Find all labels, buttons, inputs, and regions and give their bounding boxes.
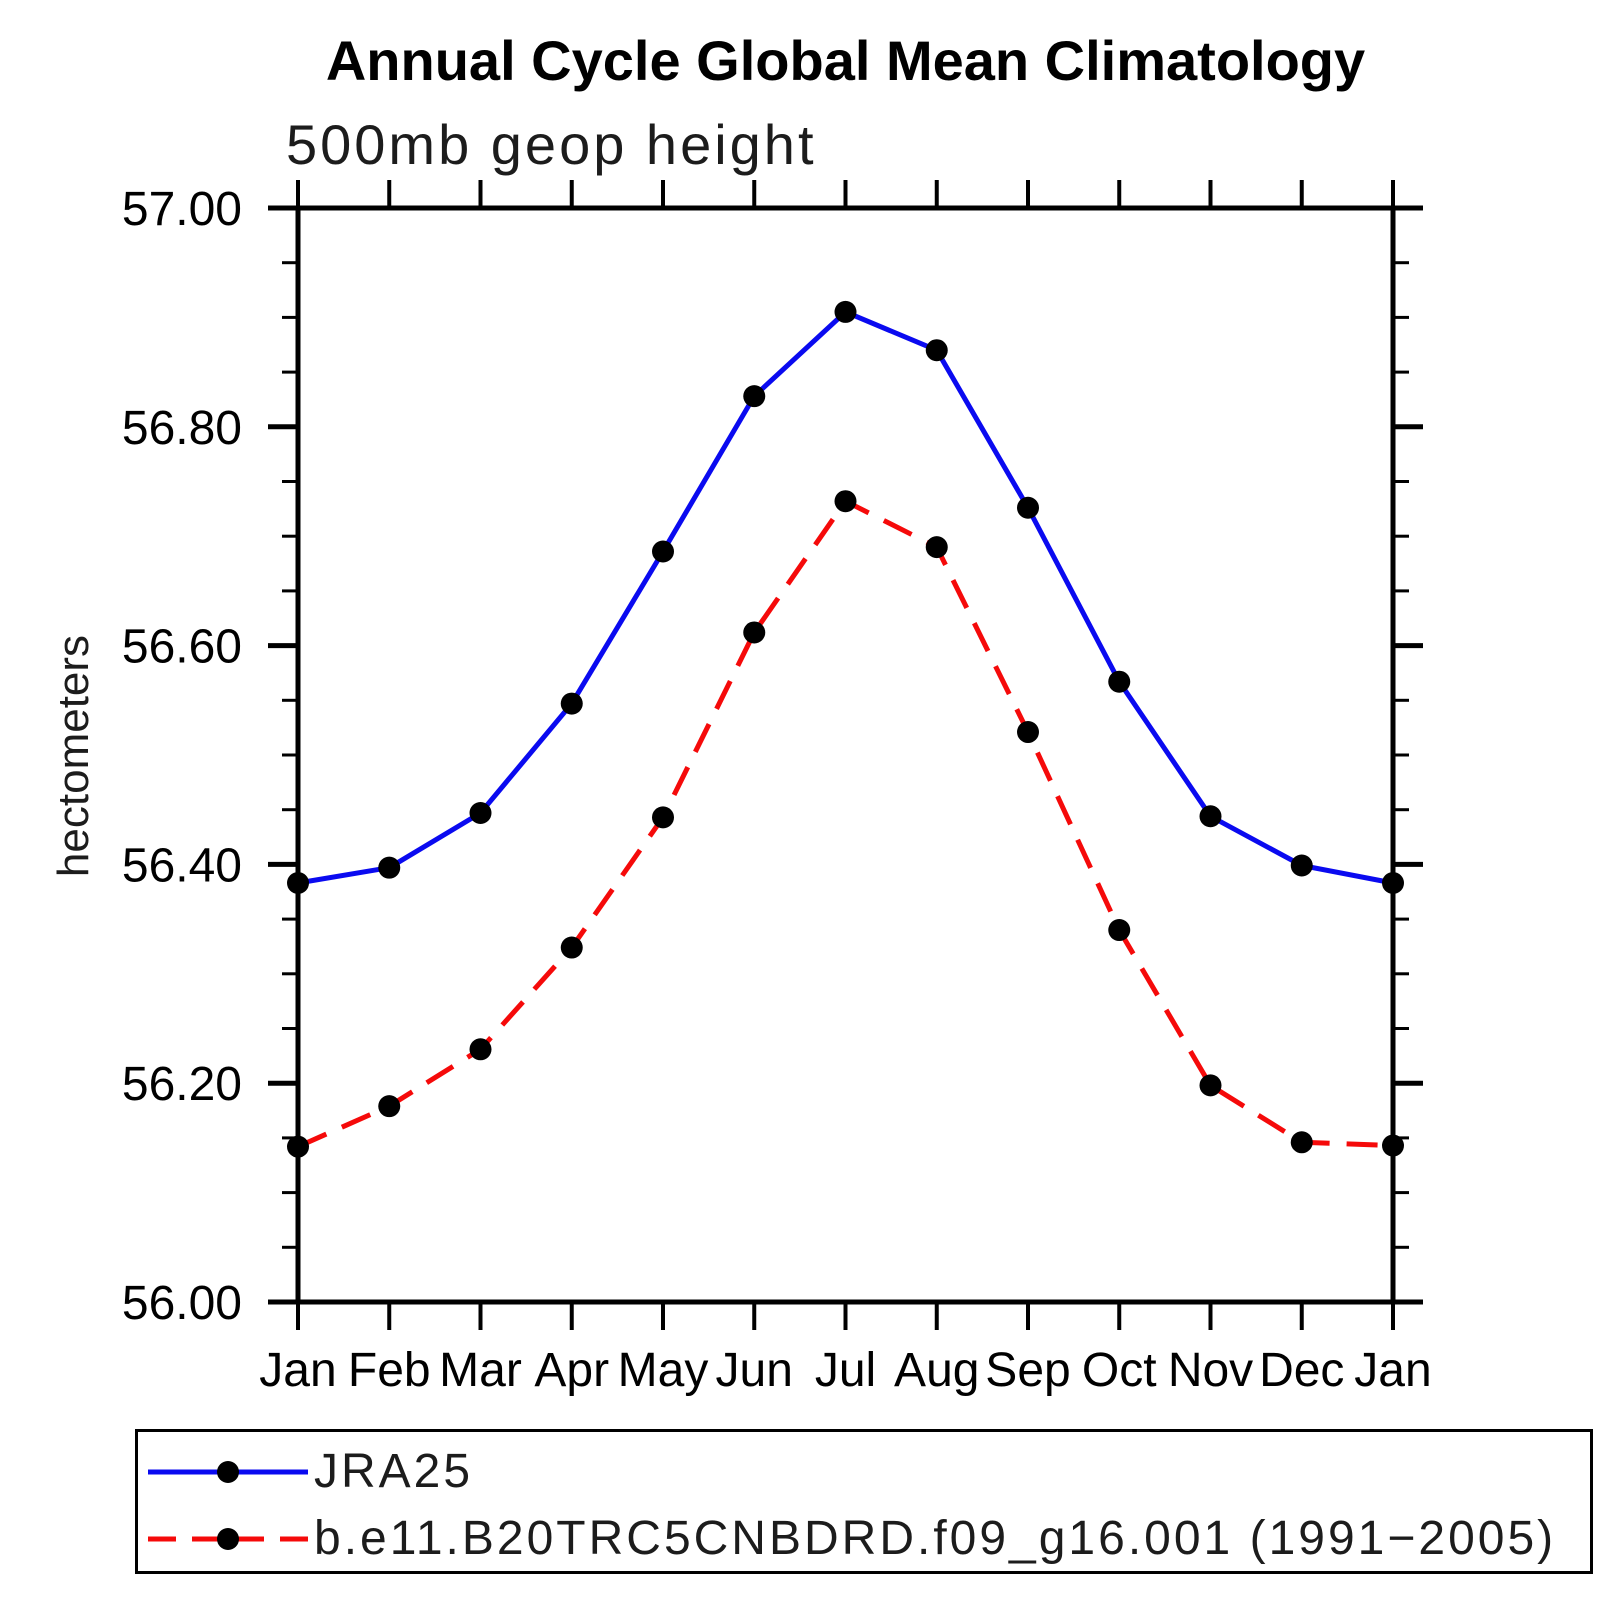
data-point-marker <box>1290 854 1313 877</box>
data-point-marker <box>743 385 766 408</box>
y-tick-label: 56.00 <box>122 1277 242 1330</box>
data-point-marker <box>469 801 492 824</box>
x-tick-label: Feb <box>348 1344 431 1397</box>
x-tick-label: Mar <box>439 1344 522 1397</box>
data-point-marker <box>1199 805 1222 828</box>
chart-subtitle: 500mb geop height <box>286 113 817 176</box>
x-tick-label: Sep <box>985 1344 1070 1397</box>
legend-item-jra25: JRA25 <box>144 1446 473 1498</box>
y-tick-label: 56.20 <box>122 1058 242 1111</box>
data-point-marker <box>925 339 948 362</box>
legend-item-model: b.e11.B20TRC5CNBDRD.f09_g16.001 (1991−20… <box>144 1513 1556 1565</box>
x-tick-label: Aug <box>894 1344 979 1397</box>
plot-frame <box>295 205 1396 1305</box>
data-point-marker <box>560 936 583 959</box>
y-tick-label: 56.80 <box>122 402 242 455</box>
data-point-marker <box>1382 1134 1404 1157</box>
data-point-marker <box>1017 496 1039 519</box>
data-point-marker <box>1108 670 1131 693</box>
data-point-marker <box>1290 1131 1313 1154</box>
series-jra25 <box>287 300 1404 894</box>
series-line <box>297 309 1394 886</box>
data-point-marker <box>1382 871 1404 894</box>
data-point-marker <box>652 806 674 829</box>
data-point-marker <box>743 621 766 644</box>
x-tick-label: Jul <box>815 1344 876 1397</box>
data-point-marker <box>378 1095 401 1118</box>
x-tick-label: Jun <box>716 1344 793 1397</box>
legend-box: JRA25 b.e11.B20TRC5CNBDRD.f09_g16.001 (1… <box>135 1429 1593 1574</box>
data-point-marker <box>378 856 401 879</box>
x-tick-label: Oct <box>1082 1344 1157 1397</box>
x-tick-label: Apr <box>534 1344 609 1397</box>
y-tick-label: 56.40 <box>122 839 242 892</box>
data-point-marker <box>925 536 948 559</box>
data-point-marker <box>834 490 857 513</box>
x-tick-label: Jan <box>1354 1344 1431 1397</box>
data-point-marker <box>287 1135 309 1158</box>
data-point-marker <box>560 692 583 715</box>
x-tick-label: Dec <box>1259 1344 1344 1397</box>
data-point-marker <box>652 540 674 563</box>
data-point-marker <box>287 871 309 894</box>
y-axis-ticks: 56.00 56.20 56.40 56.60 56.80 57.00 <box>122 183 1423 1330</box>
chart-title: Annual Cycle Global Mean Climatology <box>325 29 1366 92</box>
y-tick-label: 56.60 <box>122 621 242 674</box>
x-tick-label: May <box>618 1344 709 1397</box>
data-point-marker <box>1108 919 1131 942</box>
x-tick-label: Jan <box>259 1344 336 1397</box>
data-point-marker <box>469 1038 492 1061</box>
legend-label-model: b.e11.B20TRC5CNBDRD.f09_g16.001 (1991−20… <box>314 1512 1557 1565</box>
data-point-marker <box>834 300 857 323</box>
series-model <box>287 490 1404 1158</box>
legend-label-jra25: JRA25 <box>314 1445 474 1498</box>
y-tick-label: 57.00 <box>122 183 242 236</box>
x-axis-ticks: Jan Feb Mar Apr May Jun Jul Aug Sep Oct Nov Dec Jan <box>259 180 1432 1397</box>
x-tick-label: Nov <box>1168 1344 1253 1397</box>
data-point-marker <box>1017 721 1039 744</box>
legend-swatch-dashed-line <box>148 1528 308 1550</box>
data-point-marker <box>1199 1074 1222 1097</box>
legend-swatch-solid-line <box>148 1461 308 1483</box>
